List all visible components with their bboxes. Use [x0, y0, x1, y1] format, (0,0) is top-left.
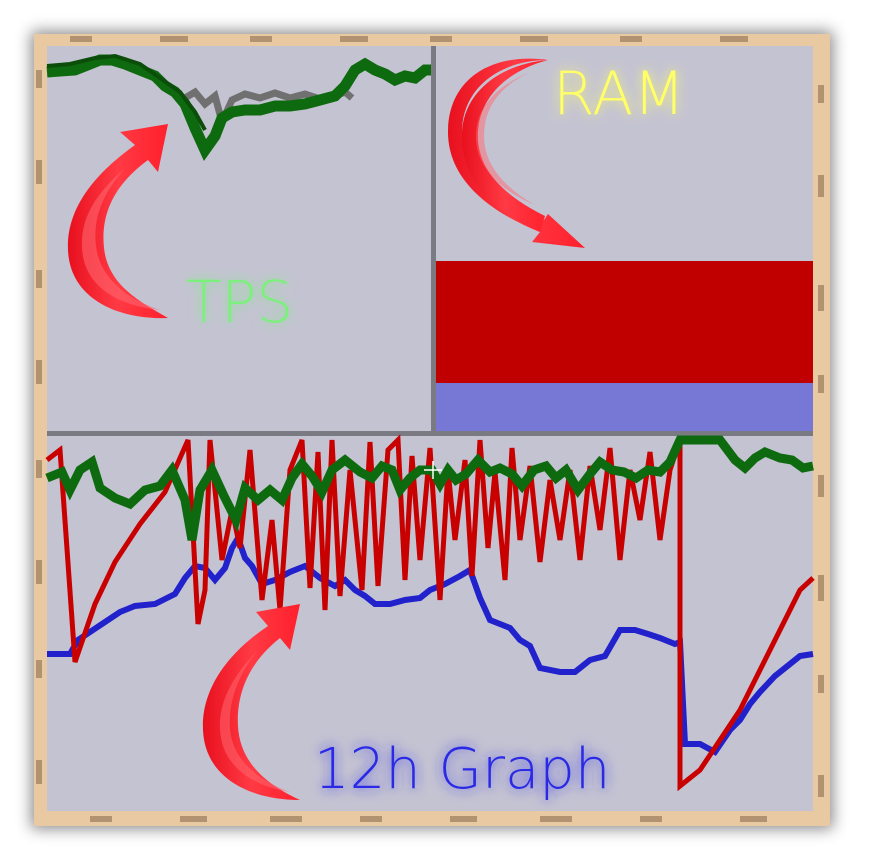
- horizontal-divider: [47, 431, 813, 436]
- crosshair-icon: [424, 461, 442, 479]
- frame-grain-mark: [818, 175, 824, 197]
- frame-grain-mark: [818, 475, 824, 497]
- frame-grain-mark: [36, 460, 42, 478]
- frame-grain-mark: [818, 775, 824, 797]
- frame-grain-mark: [36, 760, 42, 784]
- frame-grain-mark: [818, 675, 824, 693]
- tps-panel: [47, 46, 431, 431]
- frame-grain-mark: [818, 285, 824, 311]
- ram-bar-used: [436, 261, 813, 383]
- frame-grain-mark: [740, 816, 767, 822]
- frame-grain-mark: [270, 816, 302, 822]
- frame-grain-mark: [450, 816, 477, 822]
- frame-grain-mark: [180, 816, 207, 822]
- ram-bar: [436, 261, 813, 431]
- graph-panel: [47, 436, 813, 811]
- frame-grain-mark: [250, 36, 272, 42]
- frame-grain-mark: [70, 36, 92, 42]
- frame-grain: [36, 36, 824, 822]
- frame-grain-mark: [340, 36, 368, 42]
- ram-label: RAM: [553, 59, 685, 129]
- frame-grain-mark: [540, 816, 572, 822]
- frame-grain-mark: [36, 160, 42, 184]
- frame-grain-mark: [36, 660, 42, 678]
- tps-graph: [46, 53, 431, 161]
- frame-grain-mark: [36, 270, 42, 288]
- frame-grain-mark: [818, 85, 824, 103]
- frame-grain-mark: [640, 816, 662, 822]
- frame-grain-mark: [36, 560, 42, 584]
- frame-grain-mark: [160, 36, 188, 42]
- frame-grain-mark: [818, 575, 824, 601]
- frame-grain-mark: [36, 70, 42, 88]
- frame-grain-mark: [520, 36, 548, 42]
- history-blue-line: [47, 530, 814, 756]
- frame-grain-mark: [36, 360, 42, 384]
- tps-arrow-icon: [67, 124, 168, 319]
- vertical-divider: [431, 46, 436, 431]
- frame-grain-mark: [90, 816, 112, 822]
- frame-grain-mark: [818, 375, 824, 393]
- tps-label: TPS: [186, 268, 293, 336]
- frame-grain-mark: [360, 816, 382, 822]
- tps-green-line: [46, 54, 431, 161]
- frame-grain-mark: [620, 36, 642, 42]
- frame-grain-mark: [430, 36, 452, 42]
- graph-label: 12h Graph: [314, 737, 610, 802]
- tps-dark-line: [46, 53, 207, 131]
- frame-grain-mark: [720, 36, 748, 42]
- ram-arrow-icon: [448, 58, 585, 248]
- graph-arrow-icon: [202, 604, 300, 800]
- history-red-line: [45, 434, 815, 792]
